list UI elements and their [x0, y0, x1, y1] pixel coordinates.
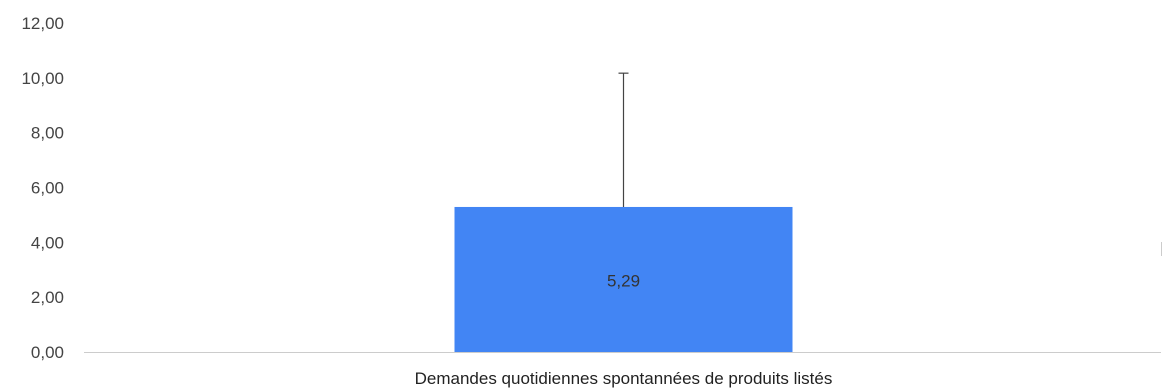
- y-tick-label: 12,00: [21, 14, 64, 33]
- x-category-label: Demandes quotidiennes spontannées de pro…: [415, 369, 833, 388]
- y-axis-ticks: 0,00 2,00 4,00 6,00 8,00 10,00 12,00: [21, 14, 64, 362]
- bar: [454, 206, 793, 352]
- data-labels: 5,29: [607, 271, 640, 290]
- y-tick-label: 4,00: [31, 233, 64, 252]
- error-bars: [618, 72, 629, 207]
- category-labels: Demandes quotidiennes spontannées de pro…: [415, 369, 833, 388]
- y-tick-label: 0,00: [31, 343, 64, 362]
- y-tick-label: 8,00: [31, 124, 64, 143]
- y-tick-label: 2,00: [31, 288, 64, 307]
- y-tick-label: 10,00: [21, 69, 64, 88]
- bars: [454, 206, 793, 352]
- y-tick-label: 6,00: [31, 179, 64, 198]
- bar-value-label: 5,29: [607, 271, 640, 290]
